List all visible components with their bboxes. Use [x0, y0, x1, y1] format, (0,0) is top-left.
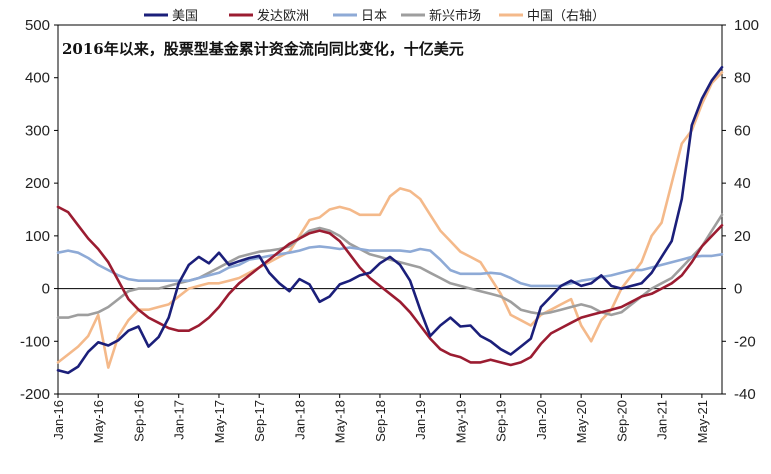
y2-tick-label: 0	[734, 281, 742, 298]
x-tick-label: Sep-19	[494, 400, 509, 442]
y-tick-label: 400	[25, 70, 50, 87]
x-tick-label: May-20	[574, 400, 589, 443]
legend-label: 发达欧洲	[257, 8, 309, 24]
x-tick-label: May-17	[212, 400, 227, 443]
right-axis: 100 80 60 40 20 0 -20 -40	[722, 17, 759, 403]
plot-frame	[57, 24, 723, 395]
y-tick-label: 0	[42, 281, 50, 298]
series-line-3	[56, 213, 724, 319]
left-axis: 500 400 300 200 100 0 -100 -200	[20, 17, 58, 403]
series-layer	[56, 65, 724, 375]
y-tick-label: 500	[25, 17, 50, 34]
legend-label: 新兴市场	[429, 8, 481, 24]
y2-tick-label: -40	[734, 386, 756, 403]
y2-tick-label: 60	[734, 122, 751, 139]
y2-tick-label: 40	[734, 175, 751, 192]
x-tick-label: Jan-19	[413, 400, 428, 440]
x-tick-label: Jan-17	[172, 400, 187, 440]
x-tick-label: Jan-18	[292, 400, 307, 440]
x-tick-label: Sep-17	[252, 400, 267, 442]
y-tick-label: 100	[25, 228, 50, 245]
x-tick-label: Sep-20	[614, 400, 629, 442]
x-tick-label: Jan-16	[51, 400, 66, 440]
y2-tick-label: 20	[734, 228, 751, 245]
series-line-2	[56, 245, 724, 288]
y-tick-label: -100	[20, 333, 50, 350]
y2-tick-label: -20	[734, 333, 756, 350]
y2-tick-label: 100	[734, 17, 759, 34]
y-tick-label: -200	[20, 386, 50, 403]
chart-title: 2016年以来，股票型基金累计资金流向同比变化，十亿美元	[62, 40, 464, 58]
series-line-0	[56, 65, 724, 375]
x-tick-label: May-19	[453, 400, 468, 443]
series-line-1	[56, 205, 724, 367]
plot-border	[57, 24, 723, 395]
legend-label: 中国（右轴）	[527, 9, 605, 24]
x-tick-label: Jan-21	[655, 400, 670, 440]
x-tick-label: Sep-16	[131, 400, 146, 442]
y2-tick-label: 80	[734, 70, 751, 87]
y-tick-label: 200	[25, 175, 50, 192]
x-tick-label: Sep-18	[373, 400, 388, 442]
x-tick-label: May-18	[333, 400, 348, 443]
x-tick-label: May-16	[91, 400, 106, 443]
x-tick-label: May-21	[695, 400, 710, 443]
x-axis: Jan-16 May-16 Sep-16 Jan-17 May-17 Sep-17 Jan-…	[51, 394, 710, 443]
legend-label: 美国	[172, 9, 198, 24]
x-tick-label: Jan-20	[534, 400, 549, 440]
legend-label: 日本	[361, 9, 387, 24]
y-tick-label: 300	[25, 122, 50, 139]
legend: 美国 发达欧洲 日本 新兴市场 中国（右轴）	[144, 8, 605, 24]
